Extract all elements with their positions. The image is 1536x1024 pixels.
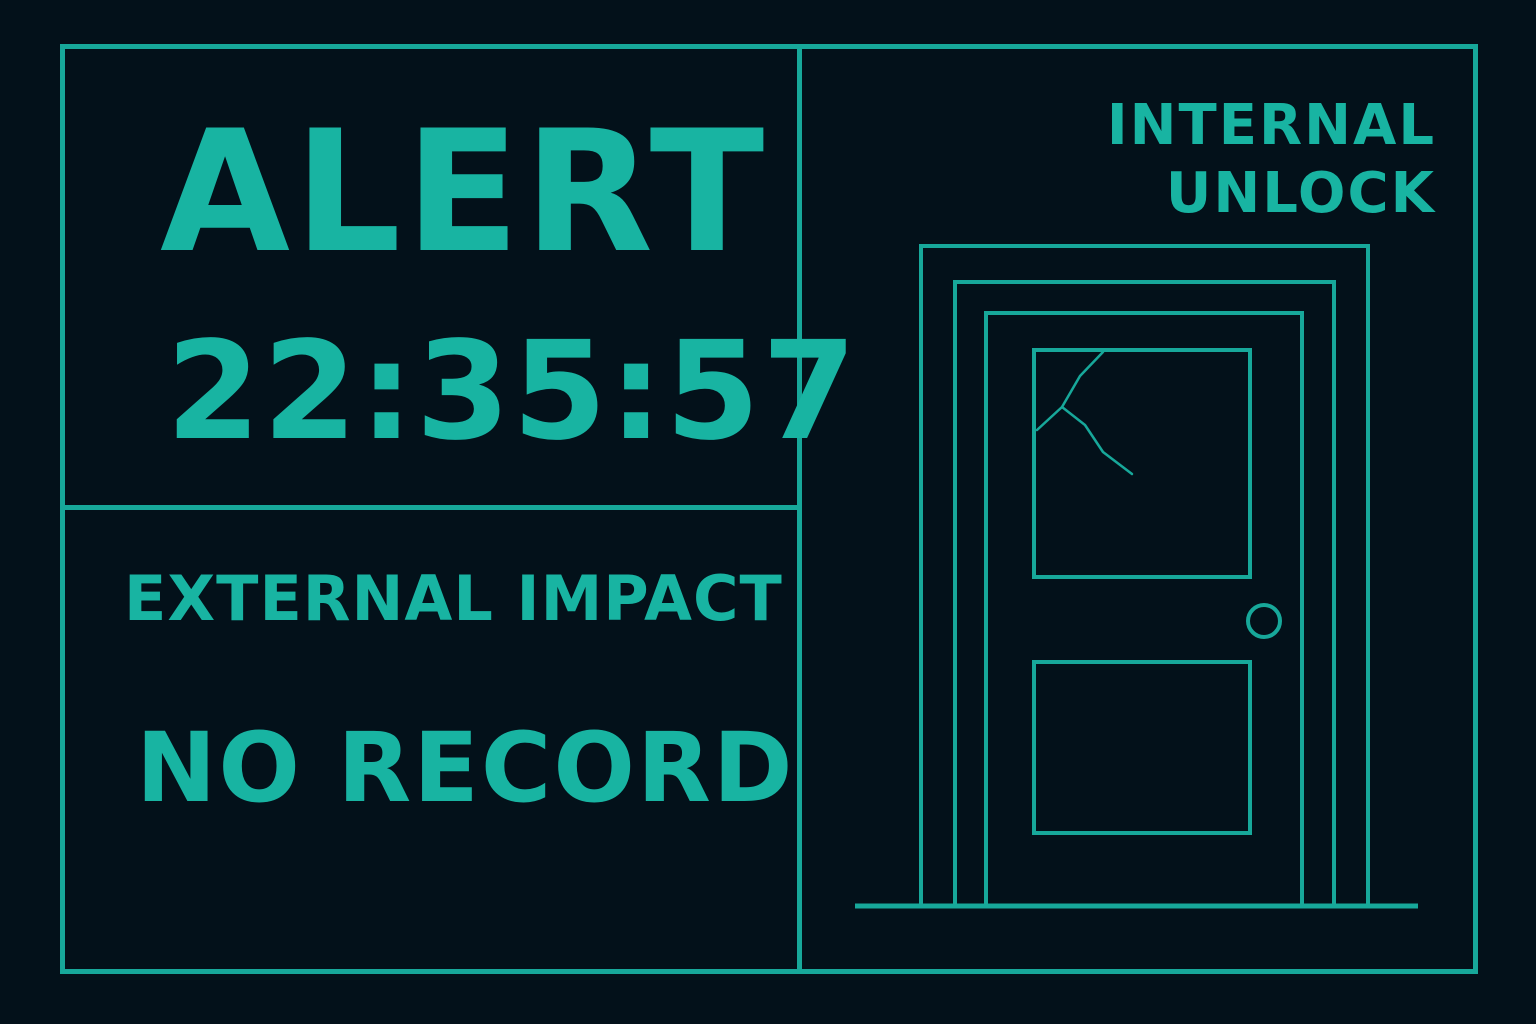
door-knob [1246,603,1282,639]
unlock-label: INTERNAL UNLOCK [1106,93,1436,227]
alert-title: ALERT [160,94,769,290]
door-frame-middle [953,280,1336,904]
door-lower-panel [1032,660,1252,835]
impact-label: EXTERNAL IMPACT [124,562,783,635]
door-leaf [984,311,1304,904]
alert-timestamp: 22:35:57 [166,313,859,471]
door-frame-outer [919,244,1370,904]
horizontal-divider [60,505,802,510]
record-status: NO RECORD [136,712,795,824]
door-window [1032,348,1252,579]
window-crack [1035,350,1134,476]
door-cracked-window-icon [855,244,1418,909]
